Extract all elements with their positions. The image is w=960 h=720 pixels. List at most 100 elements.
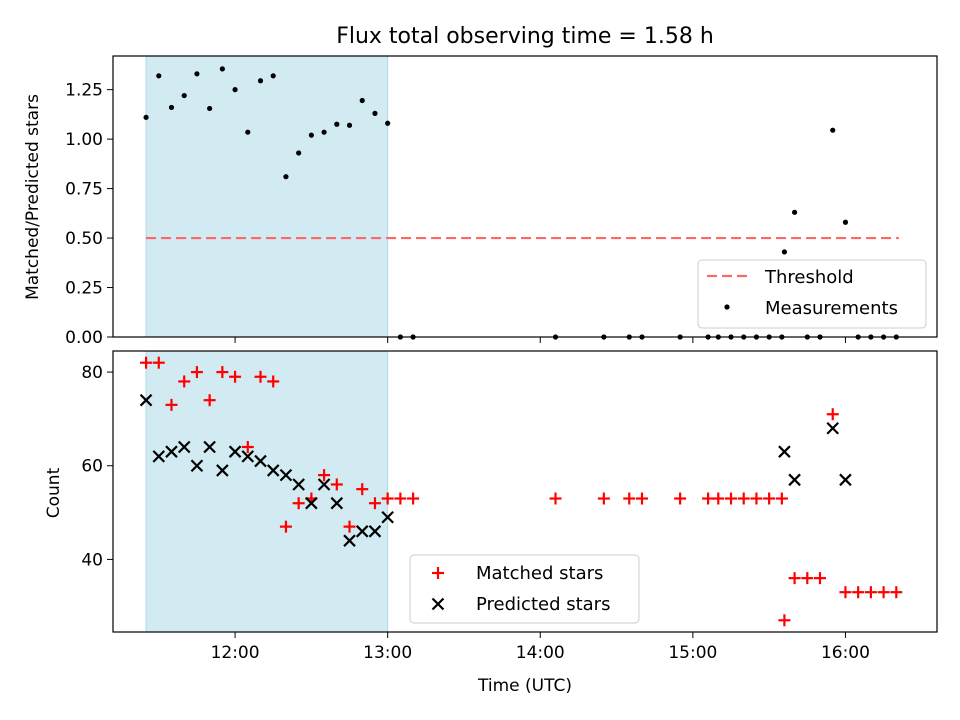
matched-star-point [318, 469, 331, 482]
matched-star-point [852, 586, 865, 599]
predicted-star-point [152, 450, 166, 463]
predicted-star-point [355, 525, 369, 538]
measurement-point [207, 105, 213, 112]
legend-predicted-marker [431, 597, 445, 611]
matched-star-point [203, 394, 216, 407]
predicted-star-point [139, 393, 153, 407]
matched-star-point [140, 356, 153, 369]
bottom-legend: Matched stars Predicted stars [409, 554, 640, 624]
matched-star-point [368, 497, 381, 510]
predicted-star-point [279, 468, 293, 482]
measurement-point [143, 114, 149, 120]
matched-star-point [190, 366, 203, 379]
predicted-star-point [305, 496, 318, 510]
x-axis-label: Time (UTC) [477, 676, 572, 696]
top-legend: Threshold Measurements [697, 259, 927, 329]
predicted-star-point [228, 445, 242, 458]
predicted-star-point [778, 445, 791, 458]
matched-star-point [216, 366, 229, 379]
y-tick-label: 40 [81, 550, 103, 570]
matched-star-point [788, 572, 801, 585]
predicted-star-point [368, 525, 382, 538]
predicted-star-point [177, 440, 191, 454]
observing-window-band [145, 55, 389, 338]
legend-matched-marker [432, 567, 444, 579]
measurement-point [283, 174, 289, 180]
legend-cross [431, 597, 445, 611]
measurement-point [194, 71, 200, 77]
matched-star-point [801, 572, 814, 585]
measurement-point [321, 129, 327, 135]
y-tick-label: 1.25 [65, 81, 103, 101]
matched-star-point [152, 356, 165, 369]
bottom-axes-frame [112, 350, 938, 633]
matched-star-point [864, 586, 877, 599]
matched-star-point [814, 572, 827, 585]
measurement-point [830, 127, 836, 133]
matched-star-point [775, 492, 788, 505]
measurement-point [781, 249, 788, 255]
measurement-point [359, 97, 365, 104]
predicted-star-point [839, 473, 852, 487]
measurement-point [219, 66, 225, 72]
matched-star-point [343, 520, 356, 533]
matched-star-point [623, 492, 636, 505]
x-tick-label: 15:00 [668, 643, 717, 663]
matched-star-point [241, 441, 254, 454]
y-tick-label: 0.50 [65, 229, 103, 249]
predicted-star-point [203, 440, 216, 454]
matched-star-point [254, 370, 267, 383]
x-tick-label: 13:00 [363, 643, 412, 663]
measurement-point [270, 73, 276, 79]
matched-star-point [394, 492, 407, 505]
matched-star-point [165, 398, 178, 411]
matched-star-point [267, 375, 280, 388]
matched-star-point [763, 492, 776, 505]
legend-measurements-label: Measurements [765, 298, 898, 319]
measurement-point [168, 104, 175, 111]
top-y-axis-label: Matched/Predicted stars [23, 94, 43, 300]
matched-star-point [890, 586, 903, 599]
measurement-point [334, 121, 340, 127]
matched-star-point [877, 586, 890, 599]
bottom-y-axis-label: Count [44, 467, 64, 518]
x-tick-label: 14:00 [516, 643, 565, 663]
bottom-panel: 40 60 80 12:00 13:00 14:00 15:00 16:00 Count T… [44, 350, 938, 696]
legend-predicted-label: Predicted stars [476, 594, 610, 615]
matched-star-point [635, 492, 648, 505]
measurement-point [245, 129, 251, 135]
matched-star-point [279, 520, 292, 533]
legend-matched-label: Matched stars [476, 563, 603, 584]
matched-star-point [597, 492, 610, 505]
x-tick-label: 16:00 [821, 643, 870, 663]
predicted-star-point [266, 464, 280, 477]
matched-star-point [674, 492, 687, 505]
matched-star-point [702, 492, 715, 505]
y-tick-label: 80 [81, 363, 103, 383]
matched-star-point [330, 478, 343, 491]
top-axes-frame [112, 55, 938, 338]
predicted-star-point [292, 478, 305, 491]
predicted-star-point [381, 510, 394, 524]
legend-measurement-marker [724, 304, 730, 310]
matched-star-point [839, 586, 852, 599]
measurement-point [308, 132, 314, 138]
measurement-point [372, 110, 378, 116]
predicted-star-point [343, 534, 356, 547]
predicted-star-point [788, 473, 801, 487]
predicted-star-point [317, 478, 331, 491]
y-tick-label: 60 [81, 457, 103, 477]
matched-star-point [826, 408, 839, 421]
measurement-point [385, 120, 391, 126]
matched-star-point [356, 483, 369, 496]
y-tick-label: 1.00 [65, 130, 103, 150]
matched-star-point [178, 375, 191, 388]
y-tick-label: 0.25 [65, 279, 103, 299]
top-panel: Flux total observing time = 1.58 h 0.00 0… [23, 24, 938, 348]
matched-star-point [725, 492, 737, 505]
legend-threshold-label: Threshold [764, 267, 854, 288]
measurement-point [296, 150, 302, 156]
measurement-point [156, 73, 162, 79]
measurement-point [257, 78, 264, 84]
predicted-star-point [190, 459, 204, 473]
